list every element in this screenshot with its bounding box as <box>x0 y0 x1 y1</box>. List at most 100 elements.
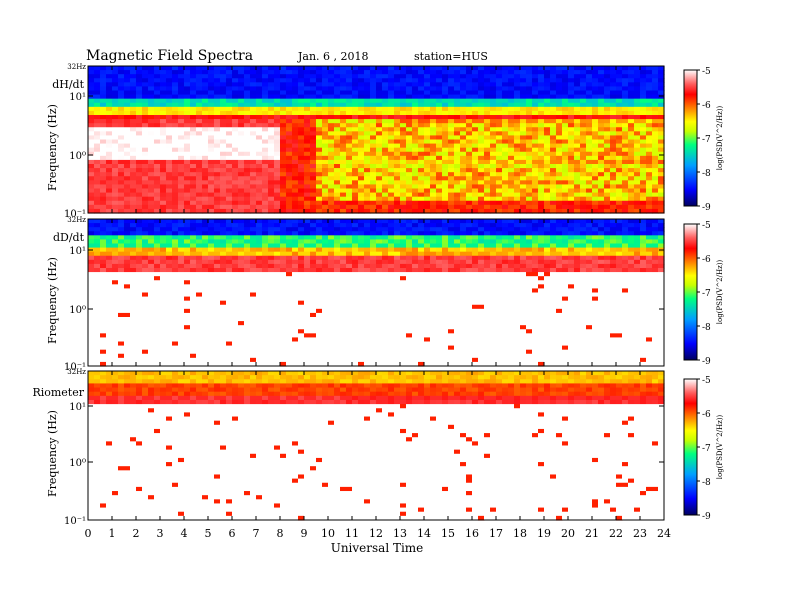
heatmap-cell <box>190 325 197 330</box>
heatmap-cell <box>430 151 437 157</box>
heatmap-cell <box>610 172 617 177</box>
heatmap-cell <box>208 131 215 137</box>
heatmap-cell <box>196 296 203 302</box>
heatmap-cell <box>190 172 197 177</box>
heatmap-cell <box>334 164 341 169</box>
heatmap-cell <box>322 86 329 92</box>
heatmap-cell <box>478 70 485 75</box>
heatmap-cell <box>178 341 185 347</box>
heatmap-cell <box>496 164 503 169</box>
heatmap-cell <box>430 106 437 112</box>
heatmap-cell <box>112 251 119 257</box>
heatmap-cell <box>580 139 587 145</box>
heatmap-cell <box>202 272 209 277</box>
heatmap-cell <box>598 184 605 190</box>
heatmap-cell <box>544 115 551 120</box>
heatmap-cell <box>298 184 305 190</box>
heatmap-cell <box>160 94 167 100</box>
heatmap-cell <box>238 106 245 112</box>
heatmap-cell <box>166 168 173 173</box>
heatmap-cell <box>298 106 305 112</box>
heatmap-cell <box>238 110 245 116</box>
heatmap-cell <box>124 317 131 322</box>
heatmap-cell <box>412 102 419 108</box>
heatmap-cell <box>286 251 293 257</box>
heatmap-cell <box>88 333 95 339</box>
heatmap-cell <box>244 200 251 206</box>
heatmap-cell <box>262 284 269 290</box>
heatmap-cell <box>220 74 227 79</box>
heatmap-cell <box>130 155 137 161</box>
heatmap-cell <box>232 312 239 318</box>
heatmap-cell <box>400 135 407 141</box>
heatmap-cell <box>106 94 113 100</box>
heatmap-cell <box>118 66 125 71</box>
heatmap-cell <box>328 235 335 241</box>
heatmap-cell <box>610 82 617 88</box>
heatmap-cell <box>298 357 305 363</box>
heatmap-cell <box>436 127 443 132</box>
heatmap-cell <box>274 184 281 190</box>
heatmap-cell <box>358 123 365 128</box>
heatmap-cell <box>304 172 311 177</box>
heatmap-cell <box>526 159 533 165</box>
heatmap-cell <box>640 131 647 137</box>
heatmap-cell <box>514 147 521 153</box>
heatmap-cell <box>160 321 167 326</box>
heatmap-cell <box>100 337 107 343</box>
heatmap-cell <box>286 276 293 281</box>
heatmap-cell <box>202 66 209 71</box>
heatmap-cell <box>214 119 221 124</box>
heatmap-cell <box>286 321 293 326</box>
heatmap-cell <box>280 284 287 290</box>
heatmap-cell <box>322 78 329 83</box>
heatmap-cell <box>238 200 245 206</box>
heatmap-cell <box>508 143 515 149</box>
heatmap-cell <box>316 308 323 314</box>
heatmap-cell <box>106 123 113 128</box>
heatmap-cell <box>514 123 521 128</box>
heatmap-cell <box>298 127 305 132</box>
heatmap-cell <box>268 333 275 339</box>
heatmap-cell <box>370 184 377 190</box>
heatmap-cell <box>454 70 461 75</box>
heatmap-cell <box>568 102 575 108</box>
heatmap-cell <box>256 333 263 339</box>
heatmap-cell <box>424 135 431 141</box>
heatmap-cell <box>250 304 257 310</box>
heatmap-cell <box>220 353 227 359</box>
heatmap-cell <box>130 349 137 355</box>
heatmap-cell <box>100 66 107 71</box>
heatmap-cell <box>118 94 125 100</box>
heatmap-cell <box>640 143 647 149</box>
heatmap-cell <box>148 176 155 181</box>
heatmap-cell <box>538 176 545 181</box>
heatmap-cell <box>202 357 209 363</box>
heatmap-cell <box>604 151 611 157</box>
heatmap-cell <box>274 235 281 241</box>
heatmap-cell <box>316 184 323 190</box>
heatmap-cell <box>490 184 497 190</box>
heatmap-cell <box>178 168 185 173</box>
heatmap-cell <box>544 168 551 173</box>
heatmap-cell <box>220 164 227 169</box>
heatmap-cell <box>130 321 137 326</box>
heatmap-cell <box>250 308 257 314</box>
heatmap-cell <box>586 192 593 198</box>
heatmap-cell <box>322 115 329 120</box>
heatmap-cell <box>154 168 161 173</box>
heatmap-cell <box>196 361 203 367</box>
heatmap-cell <box>304 296 311 302</box>
heatmap-cell <box>526 123 533 128</box>
heatmap-cell <box>484 192 491 198</box>
heatmap-cell <box>178 284 185 290</box>
heatmap-cell <box>322 164 329 169</box>
heatmap-cell <box>532 110 539 116</box>
heatmap-cell <box>112 312 119 318</box>
heatmap-cell <box>280 280 287 285</box>
heatmap-cell <box>172 361 179 367</box>
heatmap-cell <box>208 139 215 145</box>
heatmap-cell <box>154 70 161 75</box>
